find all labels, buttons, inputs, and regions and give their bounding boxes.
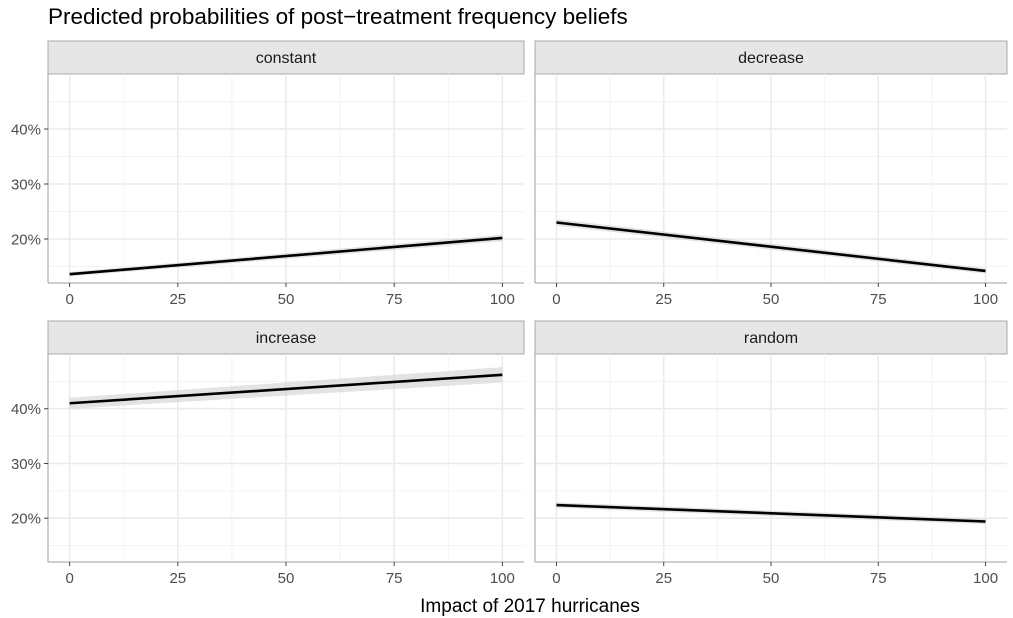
y-tick-label: 30% bbox=[11, 456, 41, 473]
x-tick-label: 50 bbox=[763, 291, 780, 308]
x-tick-label: 25 bbox=[655, 291, 672, 308]
series-line bbox=[69, 236, 503, 276]
x-tick-label: 75 bbox=[386, 291, 403, 308]
x-tick-label: 75 bbox=[386, 570, 403, 587]
x-axis-title: Impact of 2017 hurricanes bbox=[420, 596, 640, 617]
facet-strip-label: constant bbox=[256, 50, 317, 67]
series-line bbox=[556, 503, 986, 523]
x-tick-label: 100 bbox=[490, 291, 515, 308]
x-tick-label: 75 bbox=[870, 570, 887, 587]
panel-constant: constant 0 25 50 75 100 20% 30% 40% bbox=[11, 40, 525, 308]
x-tick-label: 100 bbox=[973, 570, 998, 587]
facet-strip bbox=[47, 320, 525, 355]
y-tick-label: 20% bbox=[11, 232, 41, 249]
y-tick-label: 40% bbox=[11, 122, 41, 139]
x-tick-label: 50 bbox=[278, 570, 295, 587]
x-tick-label: 0 bbox=[552, 570, 560, 587]
facet-strip-label: decrease bbox=[738, 50, 804, 67]
panel-random: random 0 25 50 75 100 bbox=[534, 320, 1008, 587]
x-tick-label: 25 bbox=[169, 291, 186, 308]
chart-panels: constant 0 25 50 75 100 20% 30% 40% decrease 0 25 50… bbox=[11, 40, 1008, 587]
facet-strip bbox=[47, 40, 525, 75]
series-line bbox=[69, 373, 503, 405]
y-tick-label: 40% bbox=[11, 401, 41, 418]
series-line bbox=[556, 221, 986, 273]
x-tick-label: 75 bbox=[870, 291, 887, 308]
x-tick-label: 50 bbox=[763, 570, 780, 587]
x-tick-label: 0 bbox=[65, 291, 73, 308]
x-tick-label: 100 bbox=[490, 570, 515, 587]
x-tick-label: 25 bbox=[169, 570, 186, 587]
x-tick-label: 100 bbox=[973, 291, 998, 308]
y-tick-label: 30% bbox=[11, 177, 41, 194]
facet-strip-label: random bbox=[744, 330, 798, 347]
facet-strip-label: increase bbox=[256, 330, 317, 347]
x-tick-label: 0 bbox=[552, 291, 560, 308]
panel-decrease: decrease 0 25 50 75 100 bbox=[534, 40, 1008, 308]
x-tick-label: 0 bbox=[65, 570, 73, 587]
x-tick-label: 25 bbox=[655, 570, 672, 587]
y-tick-label: 20% bbox=[11, 511, 41, 528]
x-tick-label: 50 bbox=[278, 291, 295, 308]
panel-increase: increase 0 25 50 75 100 20% 30% 40% bbox=[11, 320, 525, 587]
chart-title: Predicted probabilities of post−treatmen… bbox=[48, 4, 628, 29]
facet-strip bbox=[534, 320, 1008, 355]
